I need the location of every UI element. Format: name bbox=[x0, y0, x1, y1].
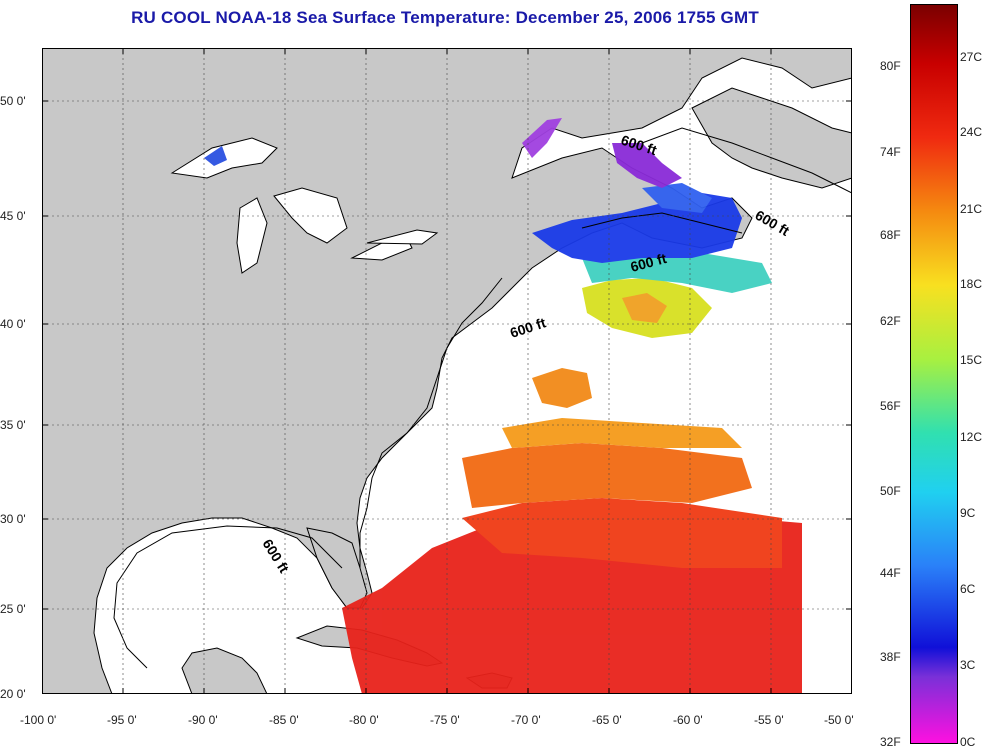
lat-tick-label: 30 0' bbox=[0, 512, 26, 526]
lon-tick-label: -95 0' bbox=[107, 713, 137, 727]
celsius-label: 15C bbox=[960, 353, 983, 367]
celsius-label: 21C bbox=[960, 202, 983, 216]
fahrenheit-label: 32F bbox=[880, 735, 901, 749]
celsius-label: 6C bbox=[960, 582, 976, 596]
contour-600ft bbox=[113, 127, 852, 669]
celsius-label: 9C bbox=[960, 506, 976, 520]
graticule bbox=[42, 48, 852, 694]
lat-tick-label: 25 0' bbox=[0, 602, 26, 616]
lon-tick-label: -50 0' bbox=[824, 713, 854, 727]
land-newfoundland bbox=[691, 87, 852, 189]
lon-tick-label: -60 0' bbox=[673, 713, 703, 727]
lat-tick-label: 45 0' bbox=[0, 209, 26, 223]
sst-map: 600 ft 600 ft 600 ft 600 ft 600 ft bbox=[42, 48, 852, 694]
celsius-label: 3C bbox=[960, 658, 976, 672]
fahrenheit-label: 38F bbox=[880, 650, 901, 664]
fahrenheit-label: 62F bbox=[880, 314, 901, 328]
lon-tick-label: -85 0' bbox=[269, 713, 299, 727]
lat-tick-label: 40 0' bbox=[0, 317, 26, 331]
celsius-label: 24C bbox=[960, 125, 983, 139]
fahrenheit-label: 80F bbox=[880, 59, 901, 73]
map-title: RU COOL NOAA-18 Sea Surface Temperature:… bbox=[131, 8, 759, 27]
celsius-label: 12C bbox=[960, 430, 983, 444]
lat-tick-label: 35 0' bbox=[0, 418, 26, 432]
lon-tick-label: -80 0' bbox=[349, 713, 379, 727]
sst-data bbox=[204, 118, 802, 694]
lat-tick-label: 20 0' bbox=[0, 687, 26, 701]
land-yucatan bbox=[181, 647, 268, 694]
celsius-label: 0C bbox=[960, 735, 976, 749]
lon-tick-label: -75 0' bbox=[430, 713, 460, 727]
fahrenheit-label: 44F bbox=[880, 566, 901, 580]
lon-tick-label: -55 0' bbox=[754, 713, 784, 727]
lat-tick-label: 50 0' bbox=[0, 94, 26, 108]
fahrenheit-label: 74F bbox=[880, 145, 901, 159]
fahrenheit-label: 50F bbox=[880, 484, 901, 498]
fahrenheit-label: 68F bbox=[880, 228, 901, 242]
colorbar bbox=[910, 4, 958, 744]
lon-tick-label: -90 0' bbox=[188, 713, 218, 727]
fahrenheit-label: 56F bbox=[880, 399, 901, 413]
lon-tick-label: -70 0' bbox=[511, 713, 541, 727]
celsius-label: 27C bbox=[960, 50, 983, 64]
lon-tick-label: -65 0' bbox=[592, 713, 622, 727]
lon-tick-label: -100 0' bbox=[20, 713, 57, 727]
celsius-label: 18C bbox=[960, 277, 983, 291]
